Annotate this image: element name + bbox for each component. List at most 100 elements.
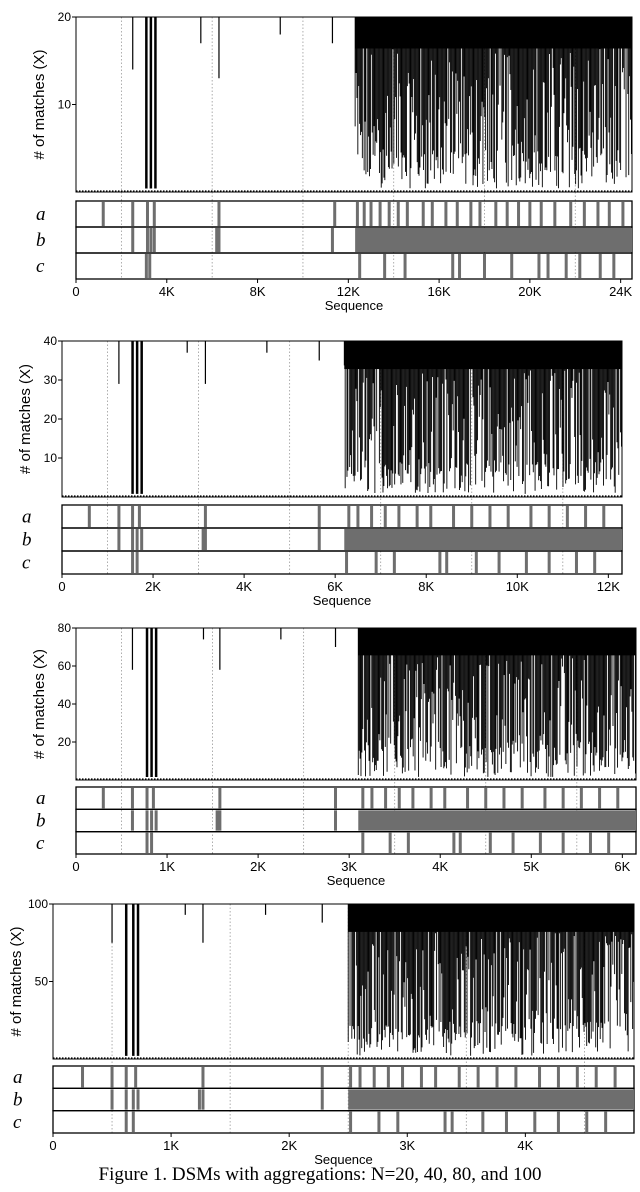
row-b: b [22,527,623,552]
row-mark [415,506,419,527]
row-mark [151,788,155,809]
row-mark [361,832,365,853]
x-tick-label: 5K [523,859,539,874]
figure-caption: Figure 1. DSMs with aggregations: N=20, … [98,1164,542,1185]
y-tick-label: 10 [44,451,58,465]
row-mark [372,1067,376,1088]
row-c: c [36,252,633,280]
y-tick-label: 40 [58,697,72,711]
row-mark [334,810,338,831]
x-tick-label: 4K [432,859,448,874]
row-mark [430,202,434,226]
row-mark [511,832,515,853]
row-frame [75,831,637,855]
x-tick-label: 1K [159,859,175,874]
row-mark [612,254,616,278]
row-block [348,1089,634,1110]
row-mark [144,254,148,278]
x-tick-label: 1K [163,1138,179,1153]
x-tick-label: 0 [72,859,79,874]
row-mark [355,202,359,226]
row-frame [52,1065,635,1089]
row-mark [452,506,456,527]
row-label: c [36,256,45,277]
row-mark [131,506,135,527]
row-mark [582,202,586,226]
row-mark [565,506,569,527]
row-mark [145,810,149,831]
row-mark [217,228,221,252]
row-mark [203,529,207,550]
y-tick-label: 20 [58,10,72,24]
row-label: b [13,1090,23,1111]
row-block [358,810,636,831]
row-label: a [36,204,46,225]
row-label: c [22,553,31,574]
row-mark [117,529,121,550]
row-mark [443,788,447,809]
row-mark [505,202,509,226]
row-mark [502,788,506,809]
row-frame [75,252,633,280]
y-tick-label: 80 [58,621,72,635]
row-mark [201,529,205,550]
row-mark [131,529,135,550]
y-axis-label: # of matches (X) [31,649,48,759]
x-tick-label: 0 [58,579,65,594]
row-mark [543,788,547,809]
row-mark [604,1111,608,1132]
row-mark [524,552,528,573]
row-mark [396,202,400,226]
row-mark [356,506,360,527]
row-label: a [13,1067,23,1088]
row-a: a [22,504,623,529]
row-mark [451,254,455,278]
row-a: a [36,200,633,228]
row-mark [504,1111,508,1132]
x-tick-label: 0 [72,284,79,299]
row-mark [218,788,222,809]
x-tick-label: 8K [418,579,434,594]
row-mark [539,202,543,226]
row-frame [75,786,637,810]
row-mark [598,254,602,278]
row-mark [564,254,568,278]
row-mark [547,552,551,573]
row-mark [443,1111,447,1132]
row-mark [458,254,462,278]
row-mark [154,810,158,831]
row-mark [152,202,156,226]
row-mark [387,202,391,226]
row-mark [429,506,433,527]
row-mark [466,788,470,809]
row-mark [110,1089,114,1110]
row-mark [514,1067,518,1088]
x-tick-label: 12K [337,284,360,299]
row-mark [575,1067,579,1088]
dsm-panel-40: 10 20 30 40 # of matches (X) abc 0 2K 4K 6K 8K 10K 1… [17,334,623,608]
row-mark [145,228,149,252]
x-tick-label: 3K [399,1138,415,1153]
row-mark [403,254,407,278]
row-mark [145,832,149,853]
row-mark [131,1089,135,1110]
row-mark [349,1067,353,1088]
row-mark [131,228,135,252]
row-mark [494,202,498,226]
dsm-panel-80: 20 40 60 80 # of matches (X) abc 0 1K 2K 3K 4K 5K 6K… [31,621,637,888]
row-mark [547,506,551,527]
dsm-panel-100: 50 100 # of matches (X) abc 0 1K 2K 3K 4K Sequenc… [8,897,635,1167]
row-mark [383,254,387,278]
row-mark [621,202,625,226]
row-mark [117,506,121,527]
row-mark [450,1111,454,1132]
row-label: a [36,788,46,809]
row-mark [218,810,222,831]
row-mark [131,552,135,573]
row-mark [370,788,374,809]
row-mark [317,506,321,527]
row-mark [596,202,600,226]
row-mark [593,552,597,573]
row-label: c [36,833,45,854]
row-mark [150,832,154,853]
